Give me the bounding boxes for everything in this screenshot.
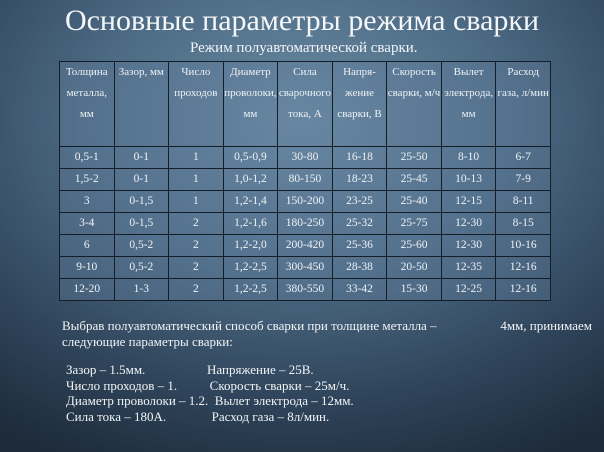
table-cell: 1,2-2,5	[222, 256, 279, 279]
slide-subtitle: Режим полуавтоматической сварки.	[190, 40, 418, 56]
column-header: Число проходов	[168, 61, 224, 147]
table-cell: 0,5-1	[59, 146, 115, 169]
paragraph-line1-right: 4мм, принимаем	[500, 318, 592, 333]
table-cell: 12-15	[440, 190, 497, 213]
table-cell: 1,0-1,2	[222, 168, 279, 191]
table-cell: 2	[168, 256, 224, 279]
table-cell: 0-1,5	[113, 190, 170, 213]
table-row: 9-10 0,5-2 2 1,2-2,5 300-450 28-38 20-50 12-35 1…	[59, 256, 551, 279]
table-cell: 12-20	[59, 278, 115, 301]
table-cell: 8-11	[495, 190, 551, 213]
table-cell: 0,5-2	[113, 234, 170, 257]
table-cell: 25-60	[386, 234, 442, 257]
table-cell: 10-13	[440, 168, 497, 191]
paragraph-line2: следующие параметры сварки:	[62, 334, 233, 349]
table-cell: 8-10	[440, 146, 497, 169]
table-cell: 1,2-2,5	[222, 278, 279, 301]
table-row: 6 0,5-2 2 1,2-2,0 200-420 25-36 25-60 12-30 10-1…	[59, 234, 551, 257]
table-cell: 25-75	[386, 212, 442, 235]
table-cell: 0-1	[113, 146, 170, 169]
table-cell: 1,2-2,0	[222, 234, 279, 257]
param-line: Диаметр проволоки – 1.2. Вылет электрода…	[66, 393, 354, 408]
paragraph-line1: Выбрав полуавтоматический способ сварки …	[62, 318, 437, 333]
column-header: Диаметр проволоки, мм	[222, 61, 279, 147]
table-cell: 7-9	[495, 168, 551, 191]
table-cell: 12-25	[440, 278, 497, 301]
table-cell: 2	[168, 234, 224, 257]
column-header: Расход газа, л/мин	[495, 61, 551, 147]
table-row: 3-4 0-1,5 2 1,2-1,6 180-250 25-32 25-75 12-30 8-…	[59, 212, 551, 235]
table-cell: 9-10	[59, 256, 115, 279]
table-cell: 150-200	[277, 190, 333, 213]
table-cell: 12-30	[440, 234, 497, 257]
param-line: Зазор – 1.5мм. Напряжение – 25В.	[66, 362, 314, 377]
table-cell: 1,5-2	[59, 168, 115, 191]
table-cell: 8-15	[495, 212, 551, 235]
table-cell: 28-38	[331, 256, 388, 279]
table-cell: 12-16	[495, 278, 551, 301]
table-cell: 3	[59, 190, 115, 213]
column-header: Сила сварочного тока, А	[277, 61, 333, 147]
table-cell: 1-3	[113, 278, 170, 301]
table-cell: 0-1,5	[113, 212, 170, 235]
table-cell: 18-23	[331, 168, 388, 191]
column-header: Вылет электрода, мм	[440, 61, 497, 147]
column-header: Напря-жение сварки, В	[331, 61, 388, 147]
column-header: Зазор, мм	[113, 61, 170, 147]
table-cell: 0,5-0,9	[222, 146, 279, 169]
table-cell: 30-80	[277, 146, 333, 169]
table-cell: 300-450	[277, 256, 333, 279]
table-cell: 23-25	[331, 190, 388, 213]
param-line: Сила тока – 180А. Расход газа – 8л/мин.	[66, 408, 330, 424]
table-cell: 1,2-1,4	[222, 190, 279, 213]
table-cell: 25-36	[331, 234, 388, 257]
conclusion-paragraph: Выбрав полуавтоматический способ сварки …	[62, 318, 592, 350]
table-cell: 20-50	[386, 256, 442, 279]
selected-params-list: Зазор – 1.5мм. Напряжение – 25В. Число п…	[66, 362, 354, 424]
table-cell: 0-1	[113, 168, 170, 191]
table-cell: 2	[168, 212, 224, 235]
table-cell: 380-550	[277, 278, 333, 301]
table-row: 1,5-2 0-1 1 1,0-1,2 80-150 18-23 25-45 10-13 7-9	[59, 168, 551, 191]
table-cell: 1	[168, 168, 224, 191]
column-header: Толщина металла, мм	[59, 61, 115, 147]
table-cell: 10-16	[495, 234, 551, 257]
table-cell: 25-50	[386, 146, 442, 169]
table-cell: 12-35	[440, 256, 497, 279]
column-header: Скорость сварки, м/ч	[386, 61, 442, 147]
table-cell: 1	[168, 146, 224, 169]
table-cell: 1	[168, 190, 224, 213]
table-cell: 33-42	[331, 278, 388, 301]
table-cell: 180-250	[277, 212, 333, 235]
table-cell: 0,5-2	[113, 256, 170, 279]
table-row: 12-20 1-3 2 1,2-2,5 380-550 33-42 15-30 12-25 12…	[59, 278, 551, 301]
table-header-row: Толщина металла, мм Зазор, мм Число проход…	[59, 61, 551, 147]
table-cell: 12-30	[440, 212, 497, 235]
param-line: Число проходов – 1. Скорость сварки – 25…	[66, 377, 350, 393]
slide-title: Основные параметры режима сварки	[64, 4, 540, 37]
table-cell: 16-18	[331, 146, 388, 169]
table-cell: 6	[59, 234, 115, 257]
table-cell: 15-30	[386, 278, 442, 301]
table-cell: 3-4	[59, 212, 115, 235]
table-cell: 2	[168, 278, 224, 301]
table-cell: 25-32	[331, 212, 388, 235]
table-cell: 12-16	[495, 256, 551, 279]
table-cell: 80-150	[277, 168, 333, 191]
table-row: 0,5-1 0-1 1 0,5-0,9 30-80 16-18 25-50 8-10 6-7	[59, 146, 551, 169]
table-cell: 1,2-1,6	[222, 212, 279, 235]
table-cell: 200-420	[277, 234, 333, 257]
table-cell: 25-40	[386, 190, 442, 213]
table-cell: 6-7	[495, 146, 551, 169]
table-cell: 25-45	[386, 168, 442, 191]
table-row: 3 0-1,5 1 1,2-1,4 150-200 23-25 25-40 12-15 8-11	[59, 190, 551, 213]
welding-parameters-table: Толщина металла, мм Зазор, мм Число проход…	[59, 61, 551, 301]
